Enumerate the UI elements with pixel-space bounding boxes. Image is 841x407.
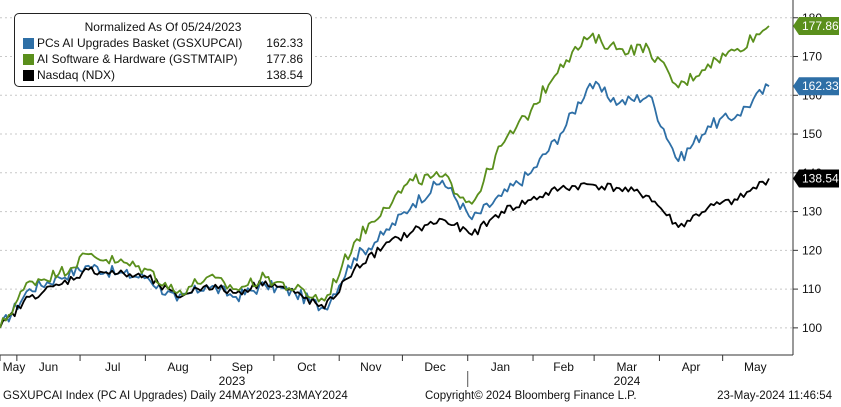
x-tick-label: Mar (616, 360, 637, 374)
legend-label-gstmtaip: AI Software & Hardware (GSTMTAIP) (37, 52, 238, 66)
value-tag-label: 162.33 (802, 79, 839, 93)
y-tick-label: 100 (802, 321, 822, 335)
value-tag-gsxupcai: 162.33 (793, 77, 839, 96)
x-tick-label: Apr (682, 360, 701, 374)
legend-title: Normalized As Of 05/24/2023 (84, 20, 242, 34)
legend-item-gsxupcai: PCs AI Upgrades Basket (GSXUPCAI) 162.33 (23, 36, 303, 51)
legend-value-gstmtaip: 177.86 (266, 52, 303, 66)
footer-index-info: GSXUPCAI Index (PC AI Upgrades) Daily 24… (3, 390, 348, 402)
value-tag-bg (793, 169, 839, 188)
x-tick-label: Sep (232, 360, 254, 374)
value-tags: 162.33 177.86 138.54 (793, 17, 839, 188)
x-tick-label: May (744, 360, 767, 374)
chart-axes: 100110120130140150160170180MayJunJulAugS… (0, 0, 822, 388)
chart-grid (0, 17, 793, 329)
legend-item-ndx: Nasdaq (NDX) 138.54 (23, 68, 303, 83)
x-tick-label: Dec (424, 360, 445, 374)
y-tick-label: 120 (802, 243, 822, 257)
x-tick-label: Jul (105, 360, 120, 374)
x-tick-label: Oct (297, 360, 316, 374)
y-tick-label: 110 (802, 282, 821, 296)
footer-copyright: Copyright© 2024 Bloomberg Finance L.P. (425, 390, 637, 402)
value-tag-bg (793, 77, 839, 96)
year-label: 2023 (219, 374, 246, 388)
legend-swatch-ndx (23, 70, 34, 81)
y-tick-label: 170 (802, 50, 822, 64)
legend-value-gsxupcai: 162.33 (266, 36, 303, 50)
x-tick-label: Jan (491, 360, 510, 374)
legend-item-gstmtaip: AI Software & Hardware (GSTMTAIP) 177.86 (23, 52, 303, 67)
x-tick-label: Feb (553, 360, 574, 374)
footer-timestamp: 23-May-2024 11:46:54 (717, 390, 832, 402)
series-line-ndx (0, 178, 770, 329)
y-tick-label: 130 (802, 205, 822, 219)
x-tick-label: Jun (39, 360, 58, 374)
legend: Normalized As Of 05/24/2023 PCs AI Upgra… (14, 13, 312, 87)
value-tag-label: 138.54 (802, 171, 839, 185)
series-line-gsxupcai (0, 80, 770, 329)
legend-label-gsxupcai: PCs AI Upgrades Basket (GSXUPCAI) (37, 36, 243, 50)
legend-value-ndx: 138.54 (266, 68, 303, 82)
x-tick-label: Nov (360, 360, 381, 374)
y-tick-label: 150 (802, 127, 822, 141)
legend-swatch-gsxupcai (23, 38, 34, 49)
legend-label-ndx: Nasdaq (NDX) (37, 68, 116, 82)
x-tick-label: Aug (167, 360, 188, 374)
value-tag-bg (793, 17, 839, 36)
series-line-gstmtaip (0, 25, 770, 329)
year-label: 2024 (614, 374, 641, 388)
value-tag-ndx: 138.54 (793, 169, 839, 188)
chart-series (0, 25, 770, 329)
value-tag-gstmtaip: 177.86 (793, 17, 839, 36)
legend-swatch-gstmtaip (23, 54, 34, 65)
x-tick-label: May (3, 360, 26, 374)
value-tag-label: 177.86 (802, 19, 839, 33)
